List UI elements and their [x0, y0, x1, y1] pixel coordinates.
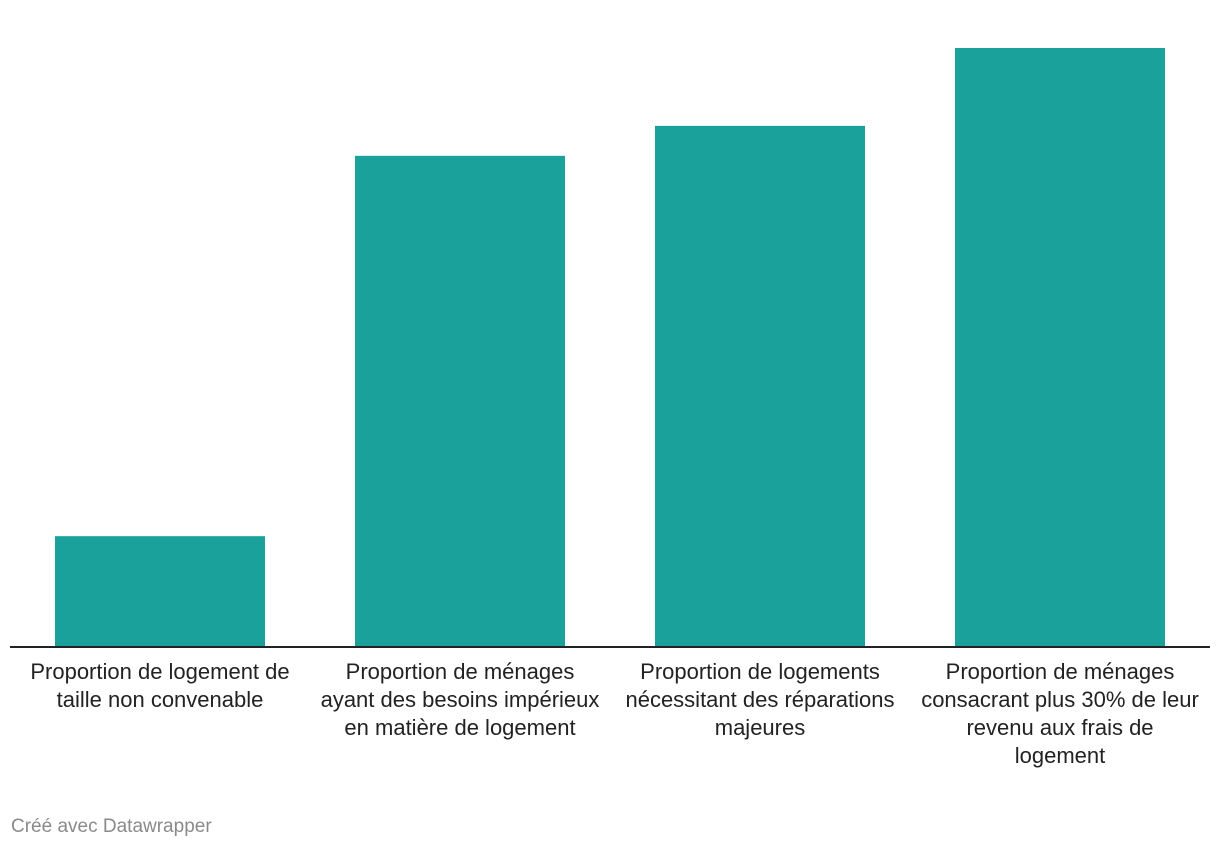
bar-4: [955, 48, 1165, 647]
bars-group: [55, 48, 1165, 648]
category-label-4: Proportion de ménages consacrant plus 30…: [921, 659, 1199, 768]
bar-2: [355, 155, 565, 647]
category-label-3: Proportion de logements nécessitant des …: [625, 659, 895, 740]
category-label-1: Proportion de logement de taille non con…: [30, 659, 290, 712]
category-label-2: Proportion de ménages ayant des besoins …: [320, 659, 600, 740]
datawrapper-credit: Créé avec Datawrapper: [11, 816, 212, 837]
bar-1: [55, 536, 265, 647]
bar-3: [655, 125, 865, 648]
